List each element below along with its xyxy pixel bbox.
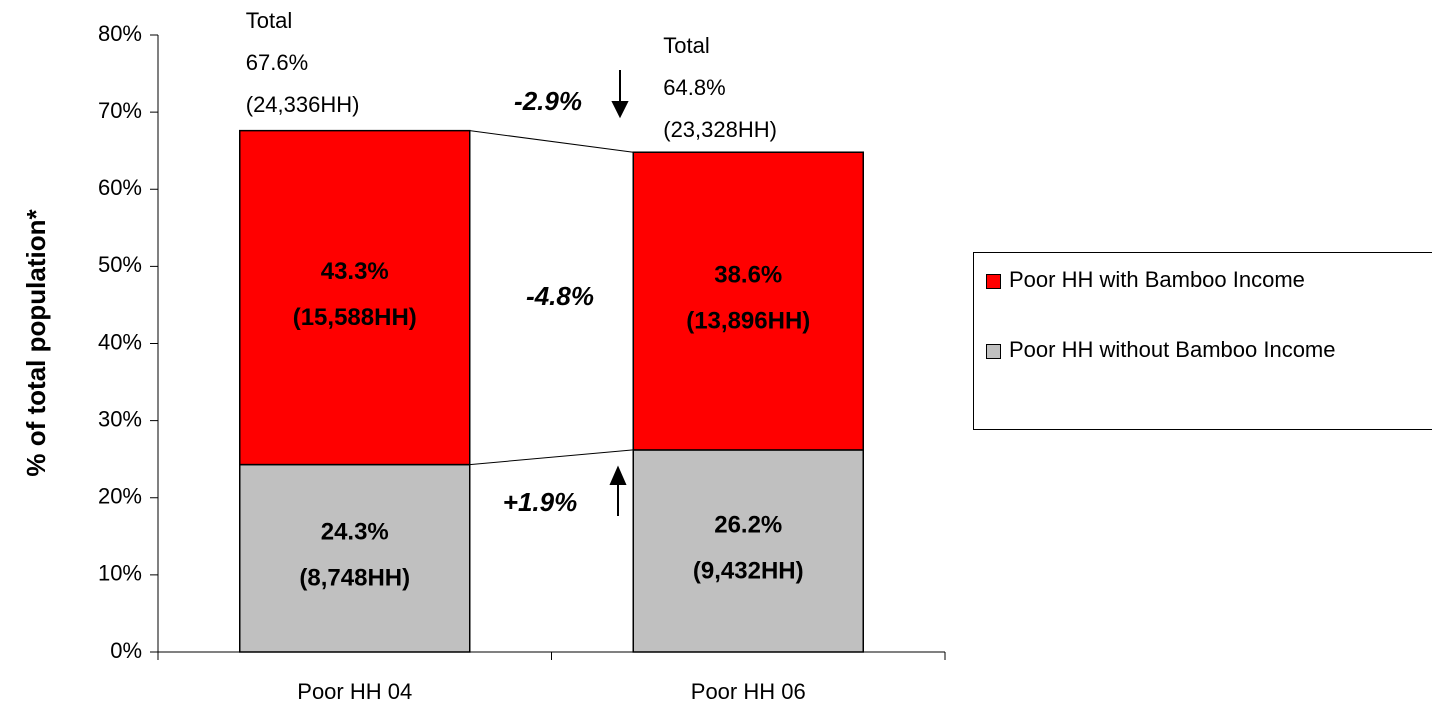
data-label: 26.2%	[714, 511, 782, 538]
x-tick-label: Poor HH 04	[297, 679, 412, 704]
change-label: -4.8%	[526, 281, 594, 311]
total-label: 64.8%	[663, 75, 725, 100]
y-axis-title: % of total population*	[21, 209, 51, 477]
data-label: (8,748HH)	[299, 565, 410, 592]
arrows	[609, 70, 629, 516]
bar-segment	[632, 449, 864, 653]
y-tick-label: 30%	[98, 406, 142, 431]
legend: Poor HH with Bamboo Income Poor HH withou…	[973, 252, 1432, 430]
total-label: (23,328HH)	[663, 117, 777, 142]
y-tick-label: 50%	[98, 252, 142, 277]
data-label: 38.6%	[714, 261, 782, 288]
y-tick-label: 10%	[98, 561, 142, 586]
total-label: (24,336HH)	[246, 92, 360, 117]
y-tick-label: 60%	[98, 175, 142, 200]
y-tick-label: 80%	[98, 21, 142, 46]
bar-segment	[239, 463, 471, 653]
change-label: -2.9%	[514, 86, 582, 116]
legend-item: Poor HH without Bamboo Income	[986, 337, 1426, 375]
total-label: Total	[663, 33, 709, 58]
data-label: (13,896HH)	[686, 307, 810, 334]
data-label: (9,432HH)	[693, 557, 804, 584]
data-label: (15,588HH)	[293, 304, 417, 331]
connector	[469, 449, 634, 466]
change-label: +1.9%	[503, 487, 577, 517]
x-tick-label: Poor HH 06	[691, 679, 806, 704]
legend-label: Poor HH with Bamboo Income	[1009, 267, 1305, 292]
connector	[469, 130, 634, 153]
bar-segment	[632, 151, 864, 451]
legend-item: Poor HH with Bamboo Income	[986, 267, 1426, 305]
y-tick-label: 40%	[98, 329, 142, 354]
data-label: 43.3%	[321, 258, 389, 285]
data-label: 24.3%	[321, 519, 389, 546]
legend-label: Poor HH without Bamboo Income	[1009, 337, 1336, 362]
y-tick-label: 70%	[98, 98, 142, 123]
legend-swatch	[986, 344, 1001, 359]
bar-segment	[239, 129, 471, 466]
y-tick-label: 20%	[98, 484, 142, 509]
total-label: Total	[246, 8, 292, 33]
total-label: 67.6%	[246, 50, 308, 75]
legend-swatch	[986, 274, 1001, 289]
y-tick-label: 0%	[110, 638, 142, 663]
